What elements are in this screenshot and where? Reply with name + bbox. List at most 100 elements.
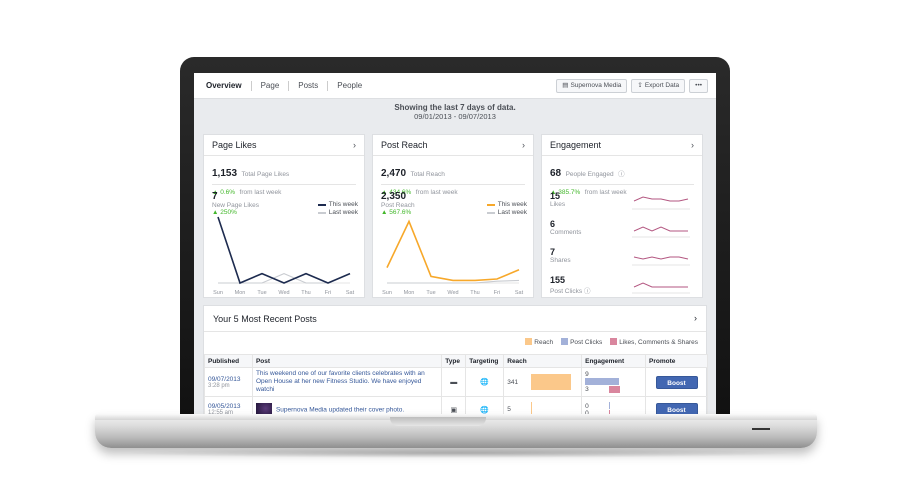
engagement-clicks-value: 155 bbox=[550, 275, 566, 285]
export-icon: ⇪ bbox=[637, 82, 643, 89]
reach-cell: 5 bbox=[503, 396, 583, 418]
promote-cell: Boost bbox=[645, 367, 708, 397]
page-selector-button[interactable]: ▤ Supernova Media bbox=[556, 79, 628, 93]
post-reach-new-change: ▲ 567.6% bbox=[381, 209, 412, 216]
post-reach-this-week-line bbox=[386, 219, 520, 282]
page-likes-tick-mon: Mon bbox=[235, 290, 246, 296]
recent-posts-title: Your 5 Most Recent Posts bbox=[213, 314, 317, 324]
post-reach-tick-tue: Tue bbox=[426, 290, 435, 296]
info-icon[interactable]: ⓘ bbox=[618, 171, 625, 178]
page-likes-change-suffix: from last week bbox=[239, 189, 282, 196]
table-row[interactable]: 09/07/2013 3:28 pm This weekend one of ou… bbox=[204, 367, 708, 397]
column-header-promote[interactable]: Promote bbox=[645, 354, 708, 368]
divider bbox=[212, 184, 356, 185]
post-text-link[interactable]: Supernova Media updated their cover phot… bbox=[275, 406, 405, 414]
insights-tabs: Overview Page Posts People bbox=[206, 81, 371, 91]
more-button[interactable]: ••• bbox=[689, 79, 708, 93]
divider bbox=[550, 184, 694, 185]
recent-posts-header[interactable]: Your 5 Most Recent Posts › bbox=[204, 306, 706, 332]
page-likes-total-change: ▲ 0.6% bbox=[212, 189, 236, 196]
reach-cell: 341 bbox=[503, 367, 583, 397]
page-likes-tick-wed: Wed bbox=[278, 290, 289, 296]
page-likes-new-label: New Page Likes bbox=[212, 202, 259, 209]
post-clicks-bar bbox=[585, 378, 620, 386]
comments-sparkline bbox=[632, 226, 690, 238]
page-icon: ▤ bbox=[562, 82, 569, 89]
tab-page[interactable]: Page bbox=[252, 81, 290, 91]
post-reach-tick-thu: Thu bbox=[470, 290, 479, 296]
post-reach-header[interactable]: Post Reach › bbox=[373, 135, 533, 156]
column-header-engagement[interactable]: Engagement bbox=[581, 354, 647, 368]
export-data-button[interactable]: ⇪ Export Data bbox=[631, 79, 686, 93]
column-header-post[interactable]: Post bbox=[251, 354, 443, 368]
post-clicks-value: 9 bbox=[585, 371, 589, 379]
legend-swatch-this-week bbox=[486, 203, 495, 206]
divider bbox=[381, 184, 525, 185]
engagement-likes-row: 15 Likes bbox=[550, 191, 565, 208]
engagement-title: Engagement bbox=[550, 140, 602, 150]
export-data-label: Export Data bbox=[644, 82, 680, 89]
tab-posts[interactable]: Posts bbox=[289, 81, 329, 91]
page-likes-tick-thu: Thu bbox=[301, 290, 310, 296]
page-likes-header[interactable]: Page Likes › bbox=[204, 135, 364, 156]
legend-engagement: Likes, Comments & Shares bbox=[610, 338, 698, 346]
post-reach-new-value: 2,350 bbox=[381, 191, 407, 202]
legend-this-week: This week bbox=[497, 201, 527, 208]
shares-sparkline bbox=[632, 256, 690, 266]
legend-post-clicks-label: Post Clicks bbox=[570, 339, 603, 346]
sparkline-line bbox=[633, 256, 689, 260]
boost-button[interactable]: Boost bbox=[655, 375, 698, 389]
page-likes-legend: This week Last week bbox=[317, 201, 358, 217]
info-icon[interactable]: ⓘ bbox=[583, 288, 591, 295]
legend-swatch bbox=[525, 338, 533, 345]
post-clicks-value: 0 bbox=[585, 402, 589, 410]
date-range: Showing the last 7 days of data. 09/01/2… bbox=[194, 100, 716, 121]
page-likes-chart: Sun Mon Tue Wed Thu Fri Sat bbox=[213, 216, 355, 296]
post-cell[interactable]: Supernova Media updated their cover phot… bbox=[251, 396, 443, 418]
engagement-change-suffix: from last week bbox=[584, 189, 627, 196]
engagement-header[interactable]: Engagement › bbox=[542, 135, 702, 156]
post-thumbnail[interactable] bbox=[255, 402, 272, 417]
legend-swatch-last-week bbox=[486, 211, 495, 214]
likes-sparkline bbox=[632, 196, 690, 210]
post-date: 09/05/2013 bbox=[208, 403, 241, 410]
insights-screen: Overview Page Posts People ▤ Supernova Me… bbox=[194, 73, 716, 418]
column-header-published[interactable]: Published bbox=[204, 354, 253, 368]
page-likes-new-value: 7 bbox=[212, 191, 218, 202]
engagement-clicks-label: Post Clicks ⓘ bbox=[550, 285, 590, 295]
chevron-right-icon[interactable]: › bbox=[353, 140, 356, 150]
likes-comments-shares-value: 0 bbox=[585, 410, 609, 417]
engagement-card: Engagement › 68 People Engaged ⓘ ▲ 385.7%… bbox=[541, 134, 703, 298]
tab-people[interactable]: People bbox=[337, 81, 363, 90]
published-cell: 09/07/2013 3:28 pm bbox=[204, 367, 253, 397]
chevron-right-icon[interactable]: › bbox=[522, 140, 525, 150]
column-header-reach[interactable]: Reach bbox=[503, 354, 583, 368]
chevron-right-icon[interactable]: › bbox=[694, 313, 697, 323]
post-reach-last-week-line bbox=[387, 279, 520, 284]
post-reach-total: 2,470 Total Reach ▲ 434.6% from last wee… bbox=[381, 163, 458, 199]
engagement-comments-row: 6 Comments bbox=[550, 219, 581, 236]
legend-last-week: Last week bbox=[328, 209, 358, 216]
chevron-right-icon[interactable]: › bbox=[691, 140, 694, 150]
legend-post-clicks: Post Clicks bbox=[561, 338, 602, 346]
page-likes-new: 7 New Page Likes ▲ 250% bbox=[212, 191, 259, 216]
table-header-row: Published Post Type Targeting Reach Enga… bbox=[204, 354, 708, 368]
tab-overview[interactable]: Overview bbox=[206, 81, 252, 91]
post-cell[interactable]: This weekend one of our favorite clients… bbox=[251, 367, 443, 397]
column-header-type[interactable]: Type bbox=[441, 354, 467, 368]
post-reach-tick-sun: Sun bbox=[382, 290, 392, 296]
sparkline-line bbox=[633, 226, 688, 232]
recent-posts-legend: Reach Post Clicks Likes, Comments & Shar… bbox=[525, 338, 698, 346]
page-selector-label: Supernova Media bbox=[570, 82, 622, 89]
column-header-targeting[interactable]: Targeting bbox=[465, 354, 505, 368]
table-row[interactable]: 09/05/2013 12:55 am Supernova Media updat… bbox=[204, 396, 708, 418]
legend-reach: Reach bbox=[525, 338, 553, 346]
reach-value: 341 bbox=[507, 378, 519, 386]
clicks-sparkline bbox=[632, 282, 690, 294]
status-icon: ▬ bbox=[441, 367, 467, 397]
legend-last-week: Last week bbox=[497, 209, 527, 216]
page-likes-tick-sun: Sun bbox=[213, 290, 223, 296]
engagement-clicks-row: 155 Post Clicks ⓘ bbox=[550, 275, 590, 295]
laptop-indicator bbox=[752, 428, 770, 430]
post-text-link[interactable]: This weekend one of our favorite clients… bbox=[255, 370, 425, 393]
